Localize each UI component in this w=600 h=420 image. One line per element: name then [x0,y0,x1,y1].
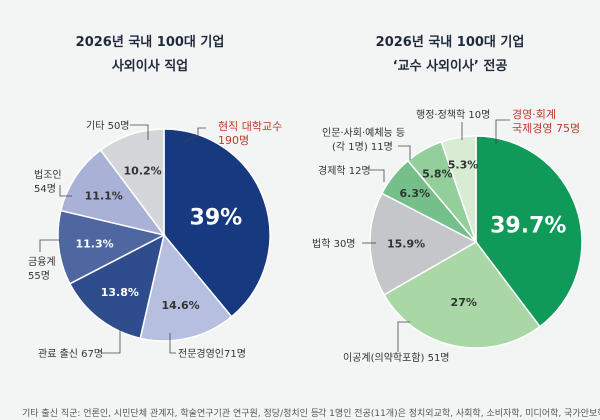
pie1-slice-3-label: 11.3% [75,238,113,251]
leader-line-humanities [398,145,411,160]
outer-label-government: 관료 출신 67명 [38,348,103,360]
pie2-slice-4-label: 5.8% [422,168,453,181]
leader-line-finance [39,239,60,252]
leader-line-business [495,119,510,144]
outer-label-humanities-count: (각 1명) 11명 [332,141,393,153]
outer-label-economics: 경제학 12명 [318,164,371,177]
outer-label-law: 법조인 [34,169,62,181]
leader-line-economics [370,169,385,182]
outer-label-business: 경영·회계 [512,108,556,121]
leader-line-executive [169,333,176,354]
pie2-slice-5 [440,135,477,243]
outer-label-business-count: 국제경영 75명 [512,122,580,135]
outer-label-finance: 금융계 [28,256,56,268]
footnote-left: 기타 출신 직군: 언론인, 시민단체 관계자, 학술연구기관 연구원, 정당/… [22,407,319,419]
chart2-title: 2026년 국내 100대 기업 [376,34,525,50]
leader-line-government [102,328,121,354]
pie1-slice-0 [163,128,271,318]
chart1-subtitle: 사외이사 직업 [112,58,188,74]
pie2-slice-0 [475,135,583,328]
pie1-slice-5-label: 10.2% [124,165,162,178]
outer-label-law-major: 법학 30명 [312,238,356,250]
pie2-slice-3-label: 6.3% [400,187,431,200]
chart2-outer-labels: 경영·회계 국제경영 75명 이공계(의약학포함) 51명 법학 30명 경제학… [312,108,580,364]
chart2-subtitle: ‘교수 사외이사’ 전공 [393,58,508,74]
pie2-slice-2-label: 15.9% [387,238,425,251]
pie2-slice-1 [383,241,541,349]
pie2-slice-0-label: 39.7% [490,213,566,238]
pie-chart-occupation: 39% 14.6% 13.8% 11.3% 11.1%10.2% [57,128,271,342]
chart1-outer-labels: 현직 대학교수 190명 전문경영인71명 관료 출신 67명 금융계 55명 … [28,120,282,360]
pie1-slice-5 [99,128,165,238]
chart1-leader-lines [39,124,206,354]
outer-label-law-count: 54명 [34,183,56,195]
leader-line-other [130,124,149,140]
pie1-slice-1-label: 14.6% [162,299,200,312]
pie2-slice-2 [369,192,478,296]
leader-line-law [59,185,72,197]
outer-label-administration: 행정·정책학 10명 [416,109,490,121]
pie1-slice-4-label: 11.1% [85,189,123,202]
pie1-slice-2-label: 13.8% [101,286,139,299]
pie1-slice-1 [139,233,233,342]
leader-line-science [397,321,410,352]
pie-chart-major: 39.7% 27% 15.9% 6.3% 5.8%5.3% [369,135,583,349]
pie1-slice-2 [68,233,166,340]
outer-label-other: 기타 50명 [86,120,130,132]
outer-label-science: 이공계(의약학포함) 51명 [343,352,450,364]
pie2-slice-5-label: 5.3% [448,159,479,172]
outer-label-professor: 현직 대학교수 [218,120,282,133]
leader-line-professor [184,127,206,142]
pie1-slice-0-label: 39% [190,205,243,230]
footnote-right: 각 1명인 전공(11개)은 정치외교학, 사회학, 소비자학, 미디어학, 국… [318,407,600,419]
outer-label-humanities: 인문·사회·예체능 등 [322,127,405,139]
pie1-slice-4 [59,148,166,237]
outer-label-professor-count: 190명 [218,134,249,147]
chart1-title: 2026년 국내 100대 기업 [76,34,225,50]
outer-label-finance-count: 55명 [28,270,50,282]
outer-label-executive: 전문경영인71명 [178,347,246,360]
pie2-slice-1-label: 27% [451,296,477,309]
chart2-leader-lines [362,119,510,352]
